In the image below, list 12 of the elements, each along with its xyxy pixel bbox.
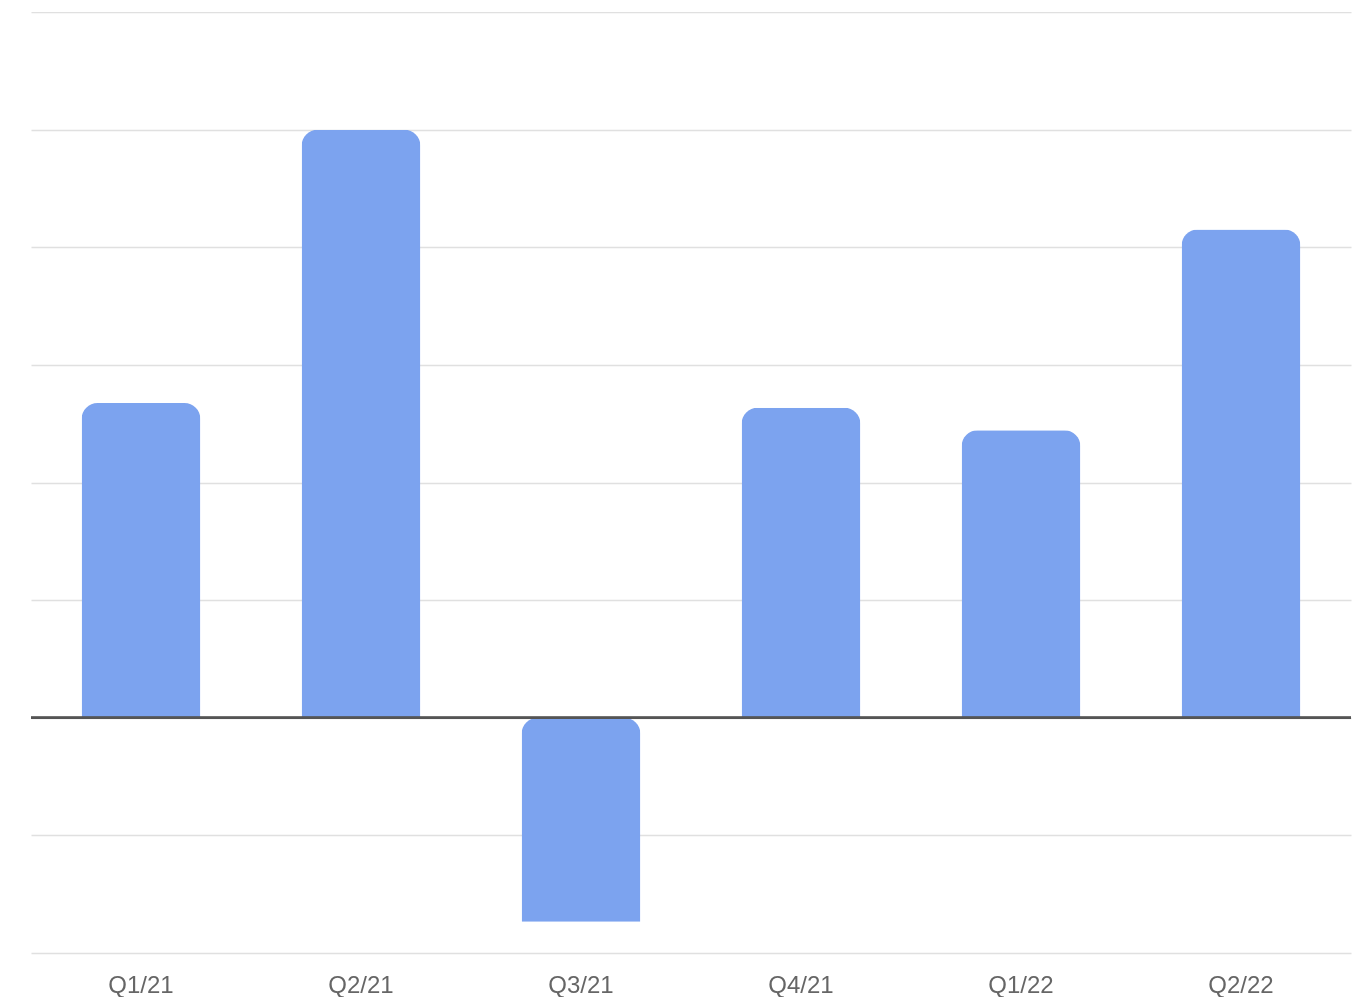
x-tick-label: Q3/21 <box>548 970 614 998</box>
x-tick-label: Q2/21 <box>328 970 394 998</box>
bar <box>961 430 1081 718</box>
bar <box>301 129 421 718</box>
bar <box>521 717 641 922</box>
x-tick-label: Q4/21 <box>768 970 834 998</box>
x-tick-label: Q1/21 <box>108 970 174 998</box>
x-tick-label: Q2/22 <box>1208 970 1274 998</box>
bar <box>741 407 861 718</box>
x-tick-label: Q1/22 <box>988 970 1054 998</box>
bar <box>1181 229 1301 718</box>
bar <box>81 403 201 718</box>
